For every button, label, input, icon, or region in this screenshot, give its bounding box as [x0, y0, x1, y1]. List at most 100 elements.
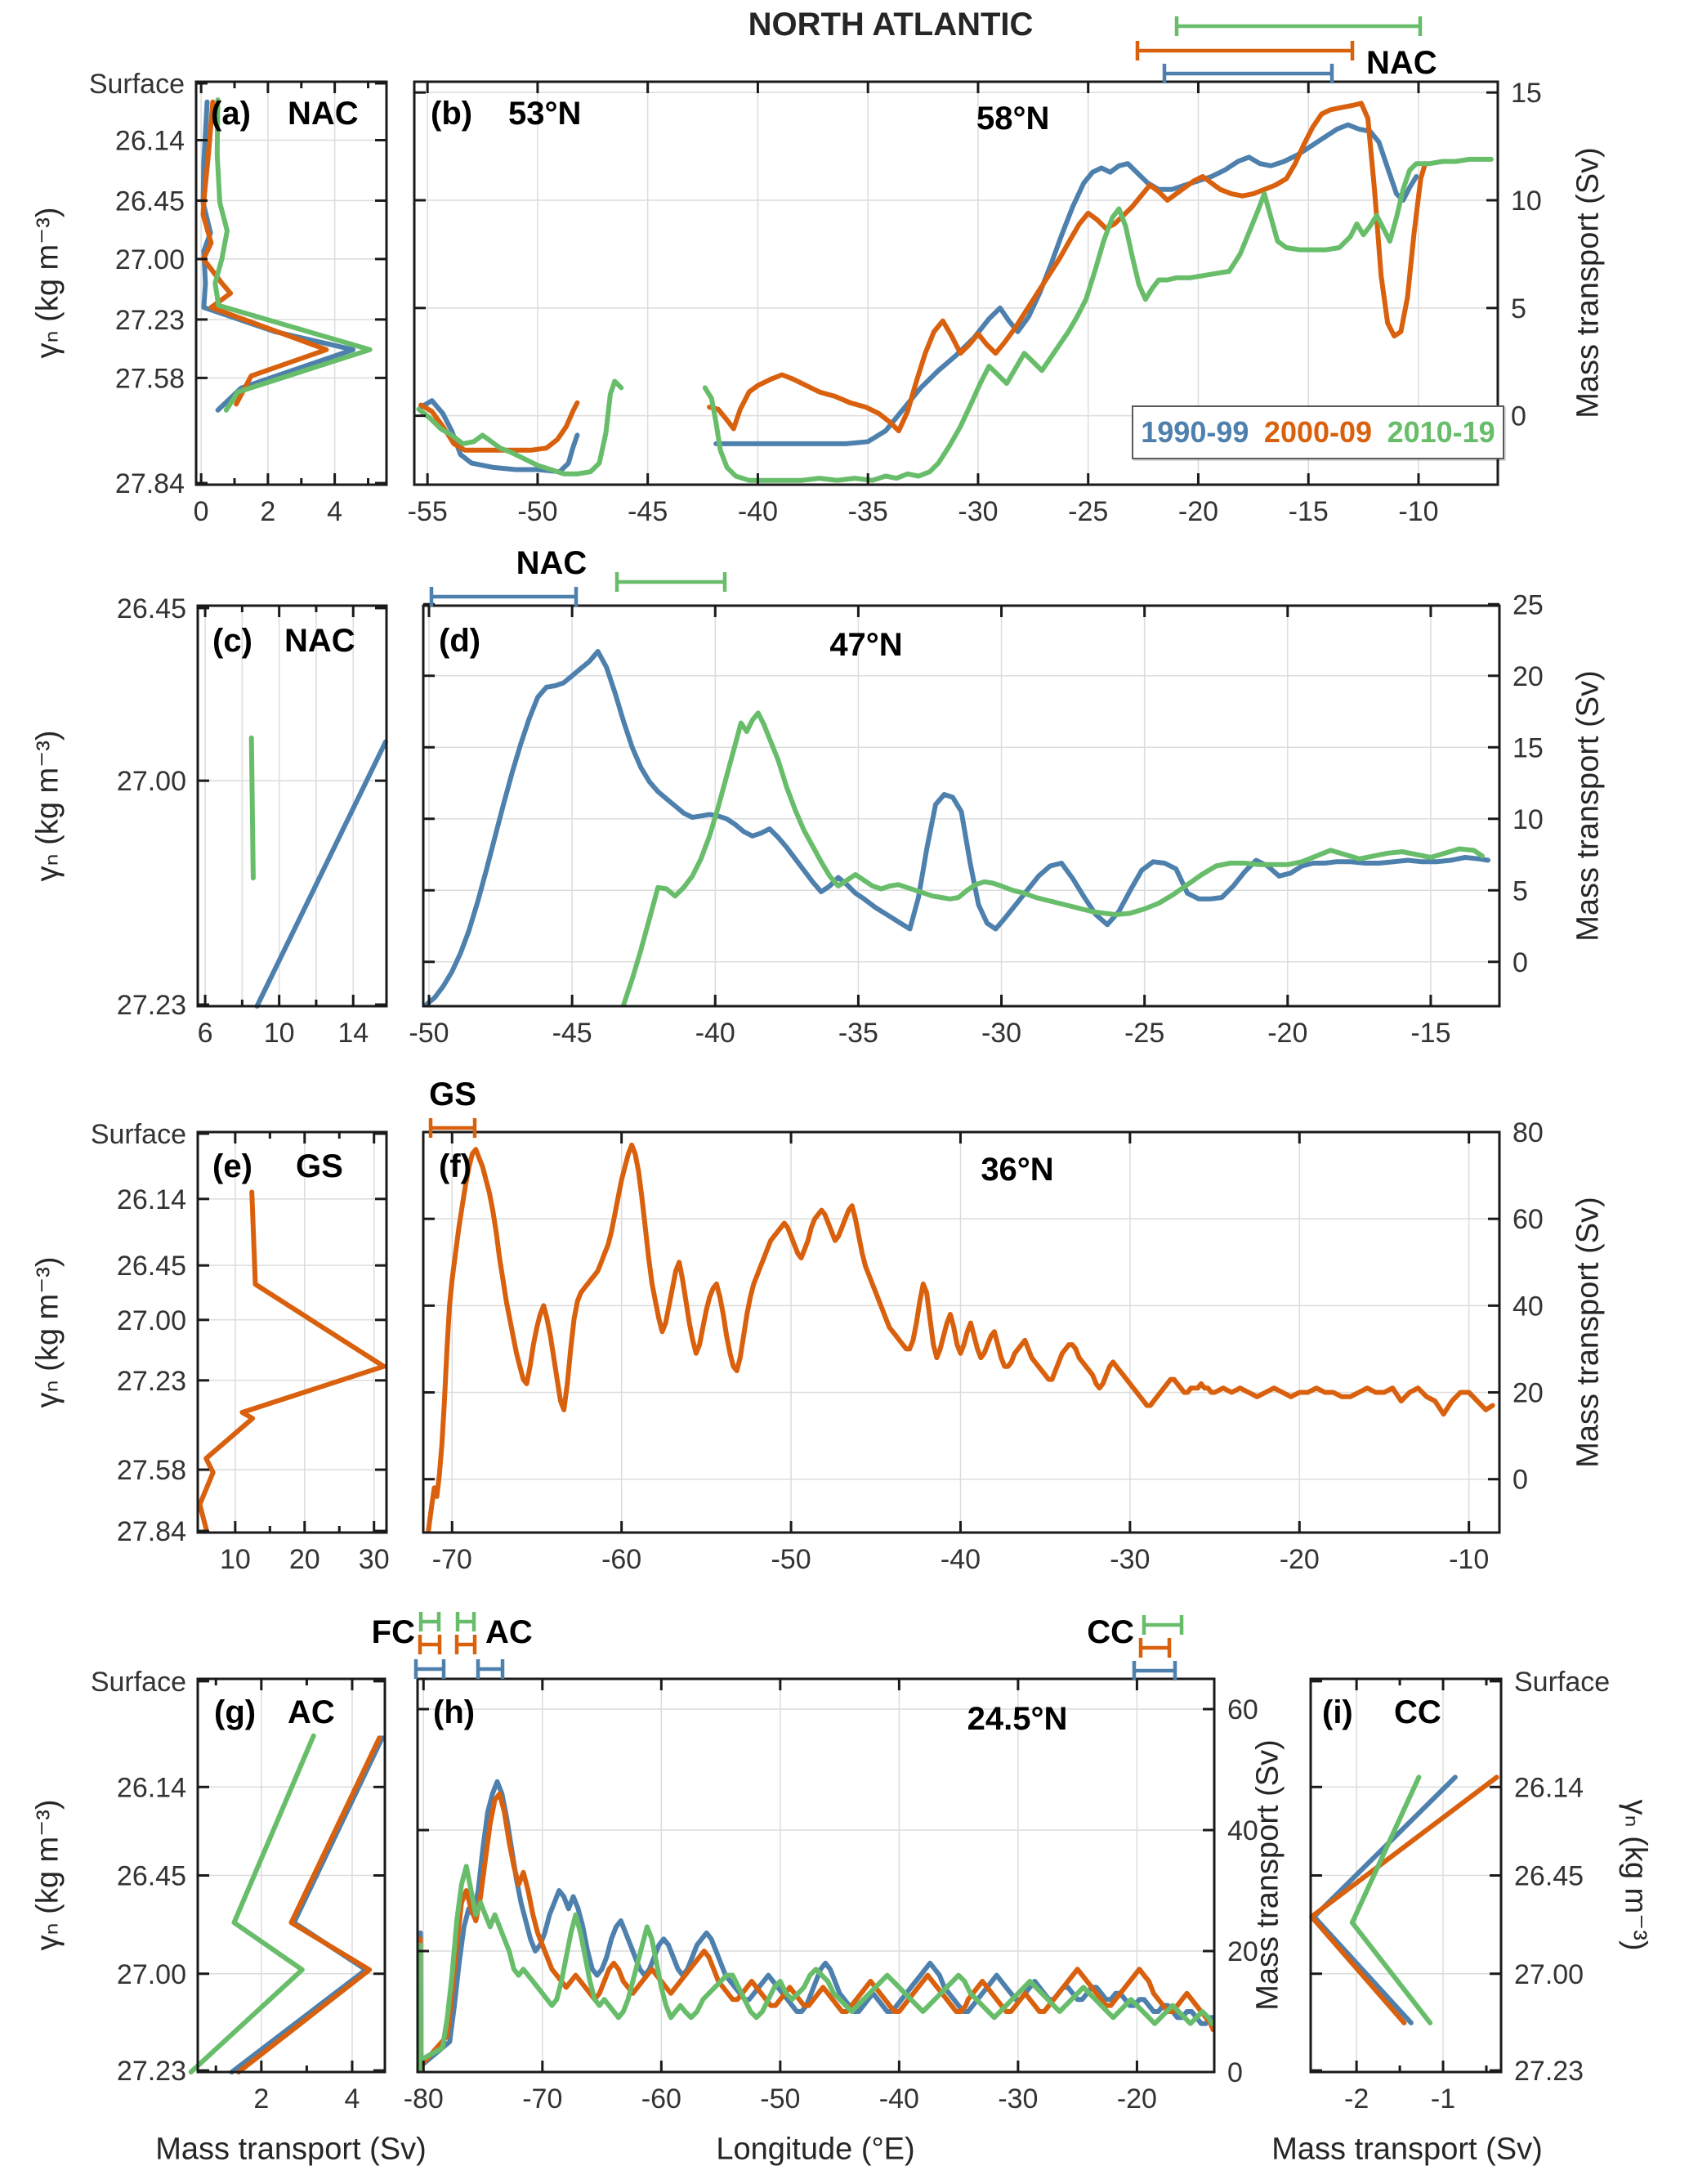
x-tick-label: -20: [1178, 496, 1218, 527]
series-line-orange: [426, 1142, 1495, 1534]
x-tick-label: 0: [194, 496, 209, 527]
x-tick-label: -10: [1449, 1544, 1489, 1575]
x-tick-label: -60: [601, 1544, 641, 1575]
errorbar-blue: [413, 1659, 446, 1679]
series-line-orange: [236, 1735, 382, 2074]
panel-frame: [194, 80, 388, 486]
x-tick-label: -2: [1344, 2083, 1369, 2115]
annotation-label: 24.5°N: [967, 1701, 1068, 1737]
legend-item-2000-09: 2000-09: [1263, 415, 1373, 449]
y-tick-label: 40: [1227, 1815, 1258, 1846]
annotation-label: CC: [1087, 1614, 1134, 1650]
y-axis-label-mass-row1: Mass transport (Sv): [1571, 147, 1606, 418]
annotation-label: (e): [212, 1148, 252, 1184]
x-tick-label: -30: [998, 2083, 1038, 2115]
annotation-label: 58°N: [976, 101, 1049, 136]
y-tick-label: 26.45: [117, 593, 186, 624]
errorbar-green: [455, 1612, 476, 1631]
annotation-label: AC: [288, 1694, 335, 1730]
y-tick-label: 27.23: [117, 1366, 186, 1397]
x-tick-label: -10: [1398, 496, 1438, 527]
x-tick-label: -45: [552, 1018, 592, 1049]
x-tick-label: 2: [253, 2083, 269, 2115]
panel-f: -70 -60 -50 -40 -30 -20 -10 0 20 40 60 80: [422, 1117, 1544, 1575]
y-tick-label: 20: [1227, 1936, 1258, 1967]
annotation-label: GS: [429, 1076, 476, 1112]
series-line-green: [621, 710, 1485, 1008]
x-tick-label: -60: [641, 2083, 681, 2115]
x-tick-label: 10: [264, 1018, 295, 1049]
x-tick-label: -30: [958, 496, 998, 527]
annotation-label: FC: [372, 1614, 415, 1650]
x-tick-label: -40: [695, 1018, 735, 1049]
x-tick-label: -20: [1280, 1544, 1320, 1575]
x-tick-label: 4: [327, 496, 342, 527]
x-tick-label: 30: [359, 1544, 390, 1575]
y-axis-label-mass-row4: Mass transport (Sv): [1250, 1739, 1285, 2011]
legend: 1990-99 2000-09 2010-19: [1132, 405, 1504, 459]
panel-frame: [422, 604, 1501, 1008]
errorbar-green: [418, 1612, 441, 1631]
x-tick-label: -15: [1410, 1018, 1450, 1049]
y-tick-label: 0: [1513, 947, 1528, 978]
panel-c: 6 10 14 26.45 27.00 27.23: [117, 593, 388, 1049]
errorbar-blue: [1132, 1661, 1177, 1681]
y-tick-label: 27.58: [117, 1455, 186, 1486]
y-tick-label: 26.45: [115, 186, 185, 217]
y-axis-label-gamma-row4: γₙ (kg m⁻³): [30, 1799, 65, 1951]
series-line-orange: [417, 1791, 1216, 2072]
x-tick-label: -20: [1267, 1018, 1307, 1049]
x-tick-label: -20: [1117, 2083, 1157, 2115]
annotation-label: (h): [433, 1694, 475, 1730]
errorbar-orange: [1135, 41, 1355, 60]
x-tick-label: -50: [760, 2083, 800, 2115]
y-tick-label: 26.45: [117, 1251, 186, 1282]
y-tick-label: 27.84: [117, 1516, 186, 1547]
panel-a: 0 2 4 Surface 26.14 26.45 27.00 27.23 27.58 27.84: [89, 69, 388, 527]
annotation-label: (f): [439, 1148, 471, 1184]
series-line-blue: [713, 122, 1419, 446]
series-line-green: [1349, 1774, 1433, 2025]
x-axis-label-mass-panel-g: Mass transport (Sv): [155, 2132, 427, 2167]
x-tick-label: -1: [1431, 2083, 1455, 2115]
x-tick-label: 4: [345, 2083, 360, 2115]
legend-item-1990-99: 1990-99: [1141, 415, 1249, 449]
panel-d: -50 -45 -40 -35 -30 -25 -20 -15 0 5 10 15 20 25: [409, 589, 1543, 1049]
y-tick-label: Surface: [89, 69, 185, 100]
series-line-green: [417, 1864, 1215, 2072]
series-line-blue: [417, 1779, 1216, 2072]
x-tick-label: -40: [879, 2083, 919, 2115]
annotation-label: (d): [439, 623, 480, 659]
series-line-green: [188, 1733, 316, 2074]
x-tick-label: -50: [409, 1018, 449, 1049]
y-tick-label: 60: [1227, 1694, 1258, 1725]
x-tick-label: -40: [738, 496, 778, 527]
panel-e: 10 20 30 Surface 26.14 26.45 27.00 27.23 27.58 27…: [91, 1119, 390, 1575]
x-tick-label: -50: [517, 496, 557, 527]
x-tick-label: 14: [337, 1018, 369, 1049]
panel-g: 2 4 Surface 26.14 26.45 27.00 27.23: [91, 1667, 387, 2115]
x-tick-label: 6: [198, 1018, 213, 1049]
errorbar-blue: [1162, 64, 1334, 83]
annotation-label: (b): [431, 96, 472, 132]
x-tick-label: -50: [771, 1544, 811, 1575]
series-line-green: [212, 97, 373, 413]
y-axis-label-mass-row3: Mass transport (Sv): [1571, 1197, 1606, 1468]
annotation-label: 53°N: [508, 96, 581, 132]
y-tick-label: 0: [1511, 401, 1526, 432]
y-tick-label: 27.58: [115, 363, 185, 394]
x-tick-label: -40: [941, 1544, 981, 1575]
panel-frame: [196, 1130, 388, 1534]
y-tick-label: 40: [1513, 1291, 1544, 1322]
x-tick-label: -80: [404, 2083, 444, 2115]
y-tick-label: 10: [1513, 804, 1544, 835]
errorbar-green: [1174, 16, 1423, 36]
panel-frame: [422, 1130, 1501, 1534]
errorbar-green: [614, 572, 727, 592]
panel-b: -55 -50 -45 -40 -35 -30 -25 -20 -15 -10 0 5 10 15: [408, 78, 1542, 527]
x-tick-label: -35: [838, 1018, 878, 1049]
x-tick-label: 20: [289, 1544, 320, 1575]
y-tick-label: 5: [1513, 875, 1528, 906]
